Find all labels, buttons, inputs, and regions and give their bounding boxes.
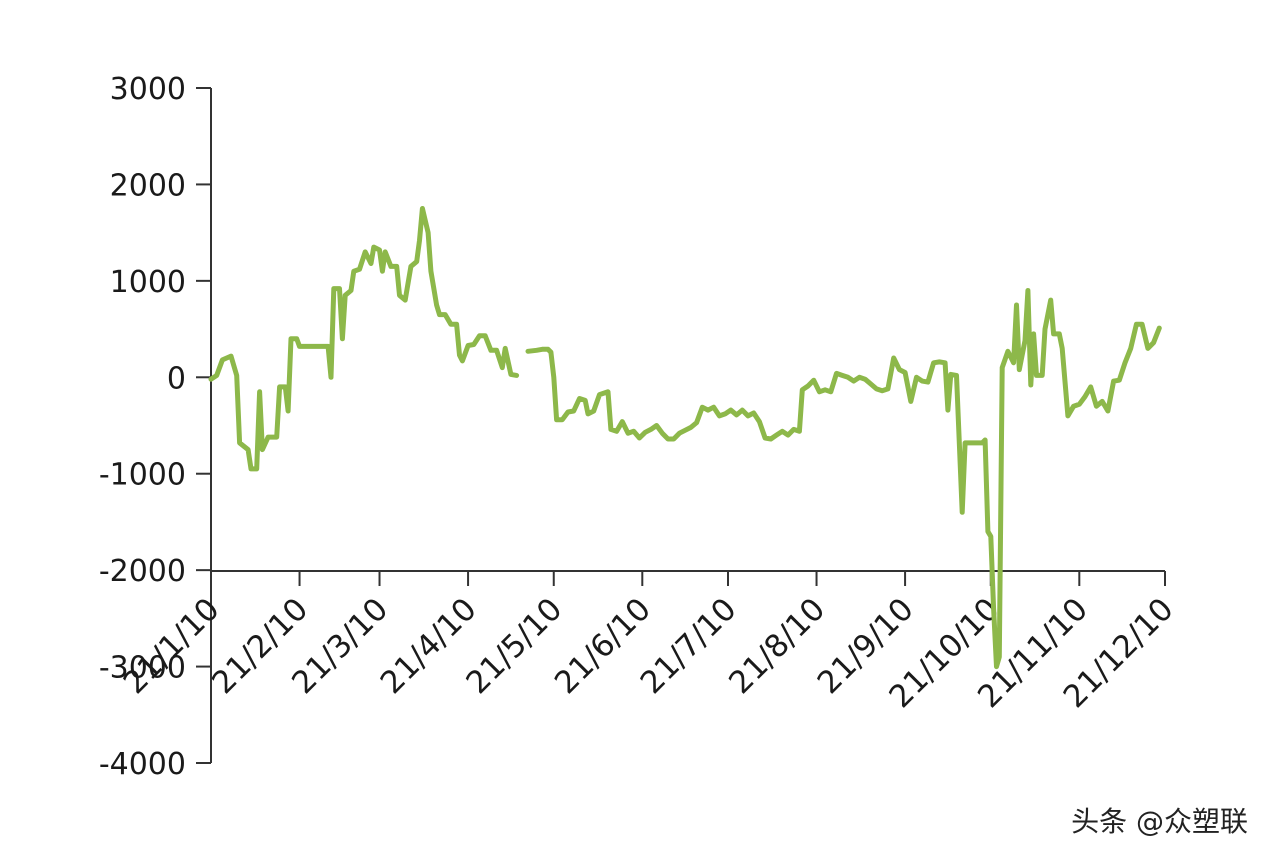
x-axis: 21/1/1021/2/1021/3/1021/4/1021/5/1021/6/… [117, 570, 1181, 715]
y-tick-label: 0 [167, 361, 186, 396]
series-line [208, 206, 520, 472]
x-tick-label: 21/7/10 [634, 591, 744, 701]
y-axis: 3000 2000 1000 0 -1000 -2000 -3000 -4000 [99, 72, 212, 782]
series-group [208, 206, 1162, 670]
y-tick-label: -3000 [99, 651, 186, 686]
x-tick-label: 21/8/10 [722, 591, 832, 701]
y-tick-label: 3000 [110, 72, 186, 107]
y-tick-label: -4000 [99, 747, 186, 782]
y-tick-label: 1000 [110, 265, 186, 300]
y-tick-label: -1000 [99, 458, 186, 493]
x-tick-label: 21/5/10 [459, 591, 569, 701]
watermark: 头条 @众塑联 [1071, 805, 1248, 838]
series-line [525, 288, 1162, 670]
y-tick-label: 2000 [110, 168, 186, 203]
y-tick-label: -2000 [99, 554, 186, 589]
